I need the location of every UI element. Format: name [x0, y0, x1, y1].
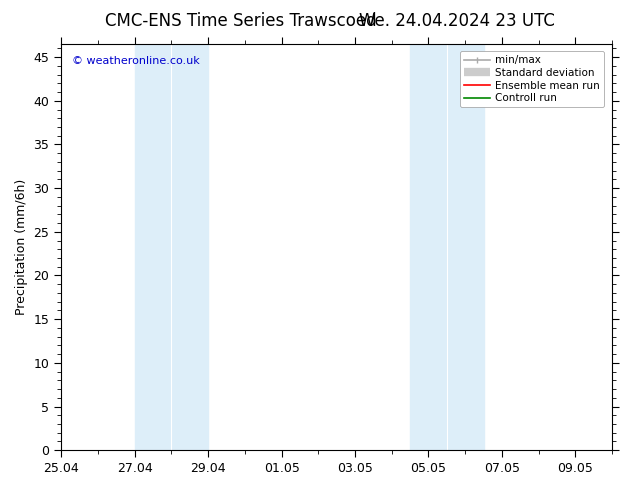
Text: © weatheronline.co.uk: © weatheronline.co.uk: [72, 56, 200, 66]
Y-axis label: Precipitation (mm/6h): Precipitation (mm/6h): [15, 179, 28, 315]
Text: We. 24.04.2024 23 UTC: We. 24.04.2024 23 UTC: [359, 12, 554, 30]
Bar: [134, 44, 208, 450]
Legend: min/max, Standard deviation, Ensemble mean run, Controll run: min/max, Standard deviation, Ensemble me…: [460, 51, 604, 107]
Text: CMC-ENS Time Series Trawscoed: CMC-ENS Time Series Trawscoed: [105, 12, 377, 30]
Bar: [410, 44, 484, 450]
